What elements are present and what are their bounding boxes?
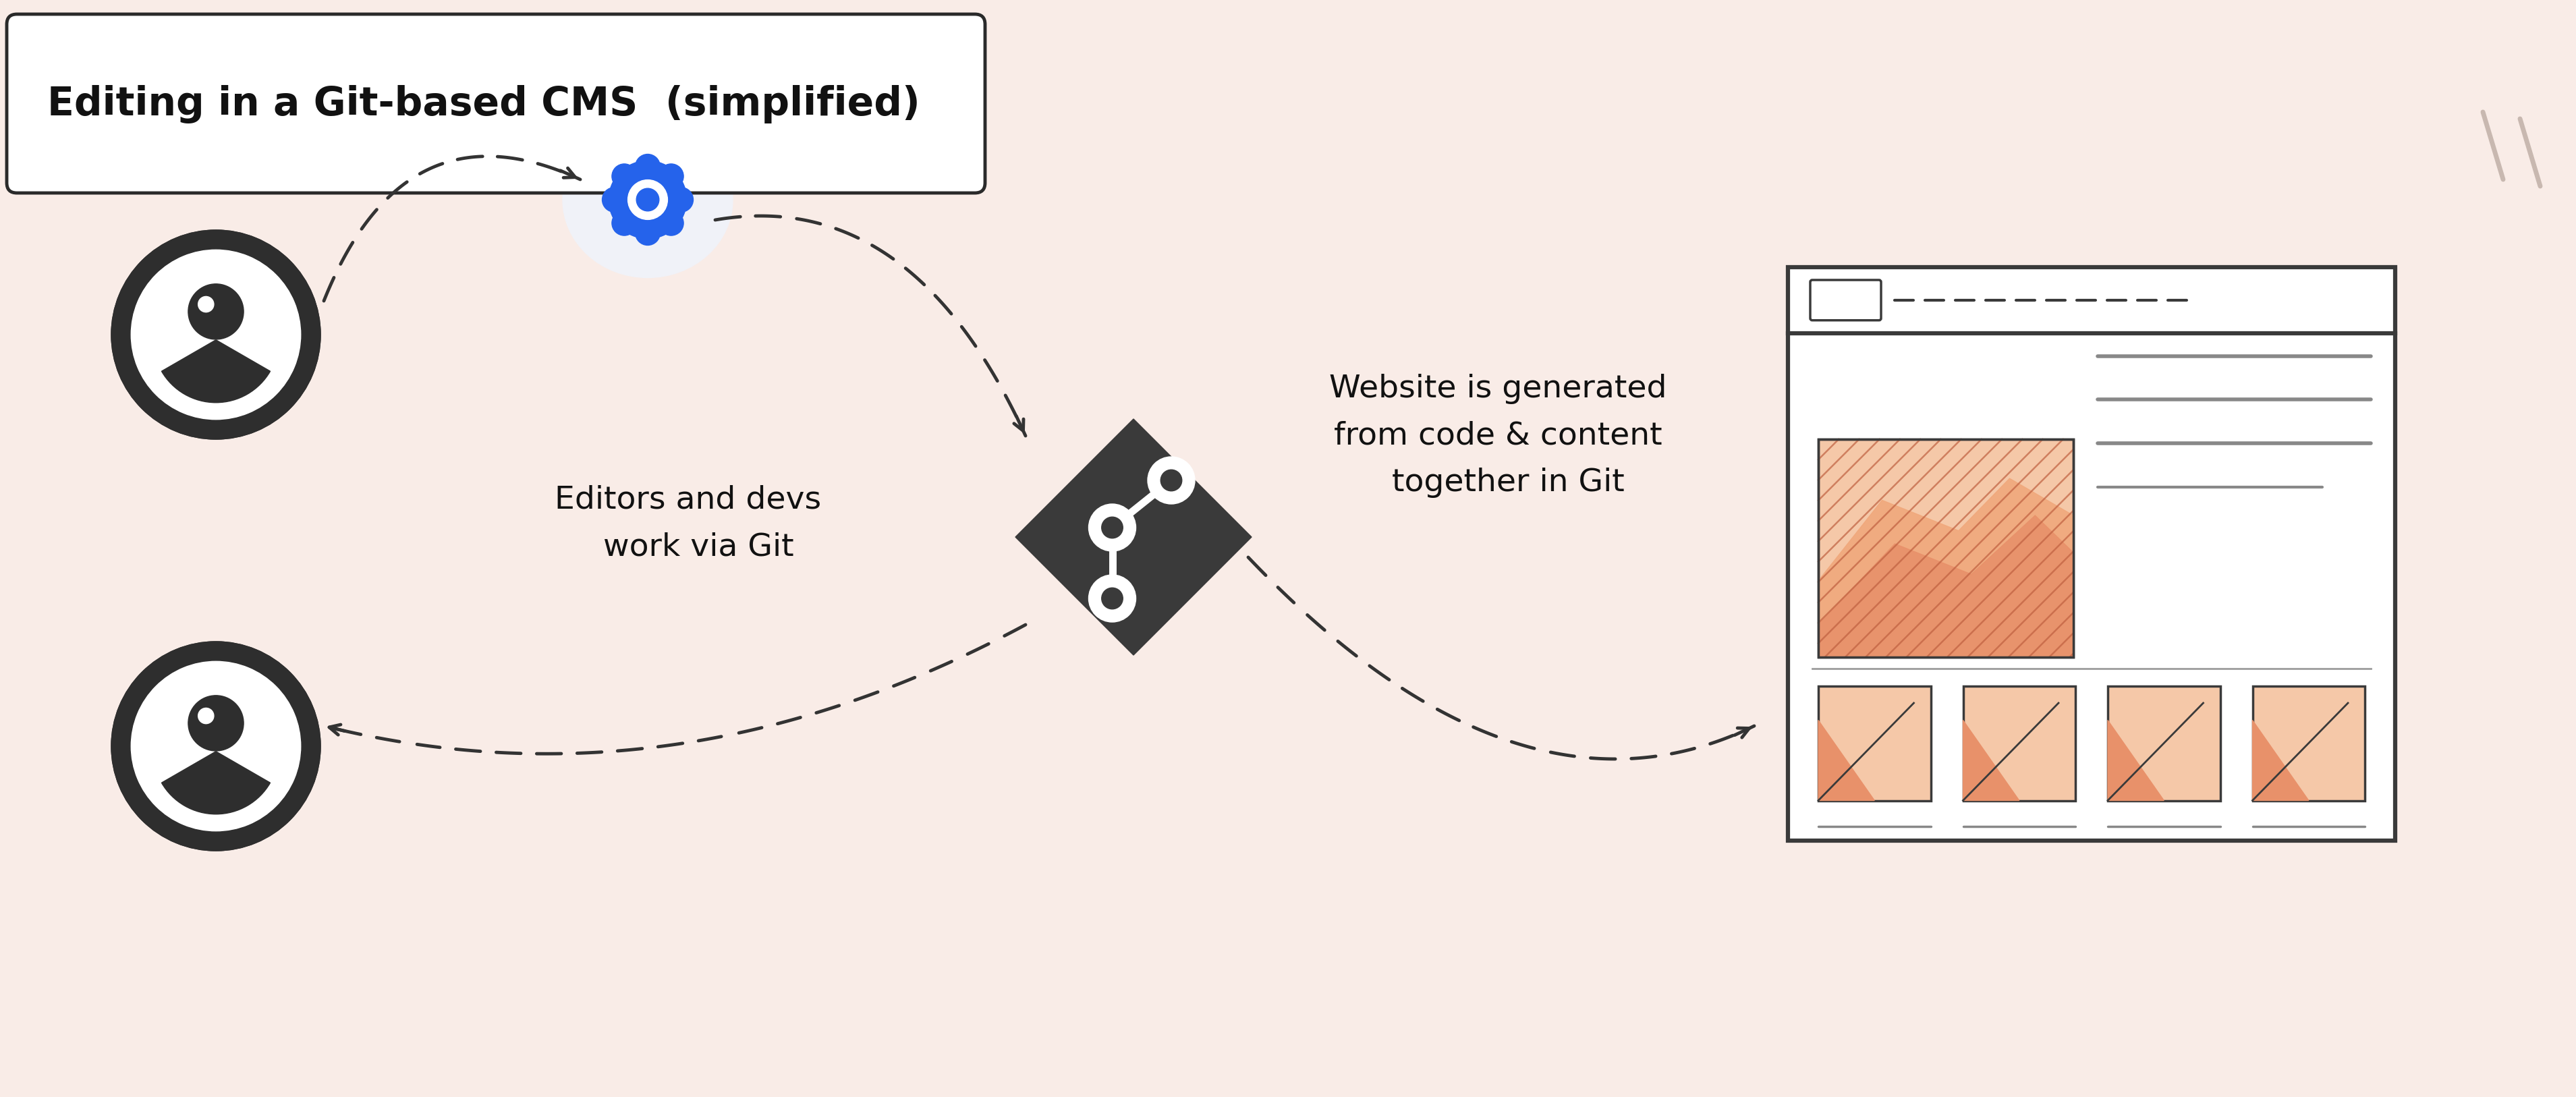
Polygon shape	[2107, 721, 2164, 801]
Circle shape	[188, 695, 245, 750]
Polygon shape	[1015, 419, 1252, 655]
Circle shape	[198, 708, 214, 724]
Ellipse shape	[562, 122, 732, 278]
Text: Editing in a Git-based CMS  (simplified): Editing in a Git-based CMS (simplified)	[46, 84, 920, 123]
FancyBboxPatch shape	[1819, 439, 2074, 657]
Circle shape	[1103, 588, 1123, 609]
Circle shape	[1090, 575, 1136, 622]
Circle shape	[608, 161, 688, 239]
Circle shape	[629, 180, 667, 219]
Circle shape	[131, 660, 301, 832]
Circle shape	[216, 712, 232, 726]
Circle shape	[216, 301, 232, 315]
Text: Website is generated
from code & content
  together in Git: Website is generated from code & content…	[1329, 374, 1667, 498]
FancyBboxPatch shape	[1788, 268, 2396, 840]
Text: Editors and devs
  work via Git: Editors and devs work via Git	[554, 485, 822, 562]
FancyBboxPatch shape	[8, 14, 984, 193]
Circle shape	[1103, 517, 1123, 539]
Circle shape	[659, 211, 683, 236]
Circle shape	[636, 155, 659, 179]
Polygon shape	[2251, 721, 2308, 801]
Circle shape	[188, 284, 245, 339]
Circle shape	[1090, 504, 1136, 551]
Circle shape	[613, 211, 636, 236]
Circle shape	[198, 296, 214, 313]
Circle shape	[659, 163, 683, 189]
Circle shape	[131, 249, 301, 420]
Circle shape	[1149, 456, 1195, 504]
Wedge shape	[162, 751, 270, 814]
Circle shape	[1162, 470, 1182, 491]
Polygon shape	[1819, 478, 2074, 657]
FancyBboxPatch shape	[2251, 686, 2365, 801]
FancyBboxPatch shape	[1819, 686, 1929, 801]
Polygon shape	[1963, 721, 2020, 801]
Circle shape	[636, 189, 659, 211]
FancyBboxPatch shape	[1811, 280, 1880, 320]
Circle shape	[111, 230, 319, 439]
Wedge shape	[162, 340, 270, 403]
Circle shape	[636, 220, 659, 246]
Circle shape	[613, 163, 636, 189]
FancyBboxPatch shape	[2107, 686, 2221, 801]
FancyBboxPatch shape	[1963, 686, 2076, 801]
Circle shape	[111, 642, 319, 851]
Polygon shape	[1819, 721, 1875, 801]
Polygon shape	[1819, 516, 2074, 657]
Circle shape	[667, 188, 693, 212]
Circle shape	[603, 188, 626, 212]
